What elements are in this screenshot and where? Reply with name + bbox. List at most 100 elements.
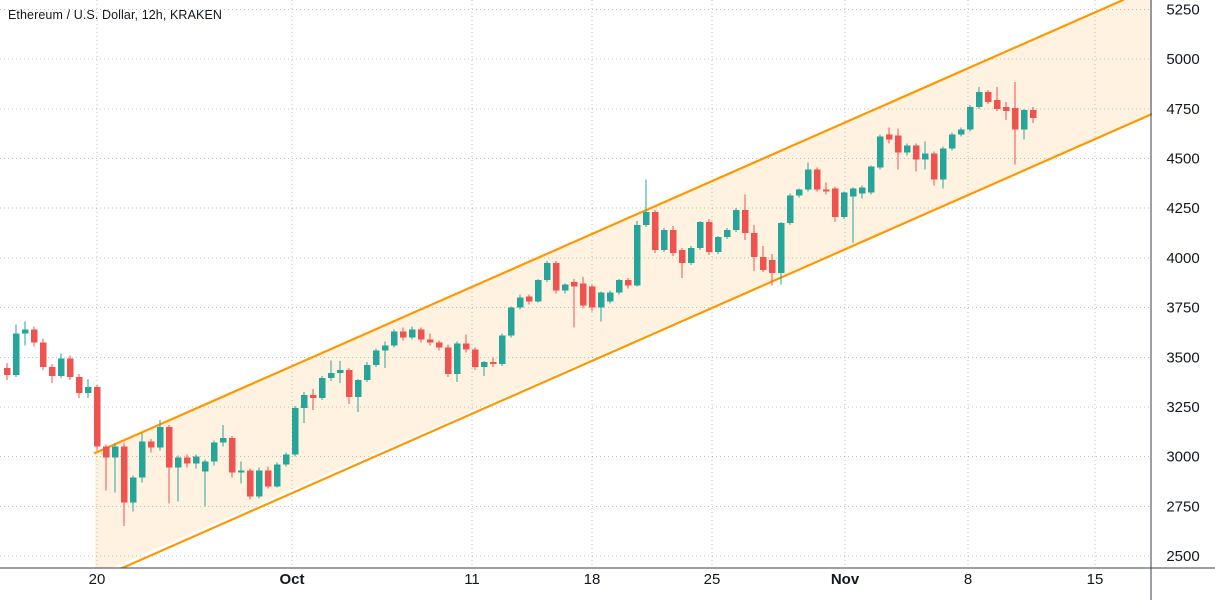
candle-down: [399, 331, 407, 338]
candle-up: [516, 297, 524, 308]
candle-down: [885, 134, 893, 140]
candle-down: [570, 281, 578, 287]
price-axis-label: 2500: [1166, 548, 1199, 565]
grid-lines: [0, 0, 1152, 568]
candle-up: [948, 134, 956, 149]
candle-down: [579, 283, 587, 306]
candle-down: [822, 189, 830, 192]
candle-up: [57, 358, 65, 377]
candle-up: [642, 212, 650, 226]
candle-wick: [384, 341, 386, 369]
price-axis-label: 2750: [1166, 498, 1199, 515]
candle-up: [156, 426, 164, 448]
price-axis-label: 3000: [1166, 449, 1199, 466]
candle-up: [138, 441, 146, 478]
candle-up: [273, 464, 281, 487]
candle-wick: [645, 179, 647, 228]
channel-lower-line[interactable]: [95, 112, 1152, 580]
symbol-legend[interactable]: Ethereum / U.S. Dollar, 12h, KRAKEN: [8, 7, 222, 24]
candle-down: [444, 347, 452, 375]
candle-down: [39, 342, 47, 368]
time-axis-label-day: 15: [1087, 571, 1104, 588]
price-axis[interactable]: 5250 5000 4750 4500 4250 4000 3750 3500 3250 3000…: [1166, 2, 1199, 565]
time-axis[interactable]: 20 Oct 11 18 25 Nov 8 15: [89, 571, 1104, 588]
candle-down: [48, 367, 56, 377]
candle-down: [66, 358, 74, 378]
candle-up: [903, 145, 911, 153]
time-axis-label-month: Oct: [279, 571, 304, 588]
candle-up: [732, 210, 740, 231]
candle-up: [786, 195, 794, 224]
candle-up: [597, 292, 605, 308]
candle-down: [912, 145, 920, 160]
candle-up: [714, 237, 722, 252]
candle-up: [111, 446, 119, 458]
candle-down: [1002, 106, 1010, 111]
candle-up: [543, 262, 551, 280]
candle-up: [255, 470, 263, 497]
candle-down: [624, 279, 632, 286]
candle-wick: [105, 444, 107, 491]
candle-down: [678, 249, 686, 263]
candle-down: [741, 210, 749, 234]
candlesticks: [3, 82, 1037, 527]
candle-up: [192, 456, 200, 464]
candle-up: [174, 457, 182, 468]
candle-wick: [330, 360, 332, 382]
candle-up: [210, 442, 218, 462]
time-axis-label-month: Nov: [831, 571, 860, 588]
parallel-channel-drawing[interactable]: [93, 0, 1152, 580]
candle-up: [921, 153, 929, 160]
price-axis-label: 3750: [1166, 300, 1199, 317]
candle-up: [300, 395, 308, 408]
candle-down: [309, 395, 317, 399]
candle-up: [975, 91, 983, 107]
candle-down: [264, 470, 272, 487]
price-axis-label: 3250: [1166, 399, 1199, 416]
candle-up: [966, 106, 974, 130]
candle-up: [876, 136, 884, 168]
candle-down: [1011, 107, 1019, 130]
candle-up: [129, 477, 137, 503]
candle-up: [291, 407, 299, 455]
candle-up: [615, 279, 623, 293]
candle-down: [750, 233, 758, 257]
candle-down: [246, 470, 254, 497]
candle-down: [102, 446, 110, 458]
candle-up: [219, 437, 227, 443]
candle-up: [318, 378, 326, 399]
channel-upper-line[interactable]: [93, 0, 1125, 455]
candle-wick: [852, 187, 854, 244]
price-axis-label: 5000: [1166, 51, 1199, 68]
price-axis-label: 4750: [1166, 101, 1199, 118]
candle-up: [201, 461, 209, 472]
time-axis-label-day: 20: [89, 571, 106, 588]
candle-up: [282, 454, 290, 465]
candle-down: [813, 169, 821, 190]
candle-up: [795, 189, 803, 196]
candle-down: [1029, 109, 1037, 118]
candle-up: [336, 370, 344, 374]
candle-up: [237, 470, 245, 473]
candle-down: [345, 370, 353, 398]
candle-wick: [312, 389, 314, 410]
candle-up: [957, 129, 965, 135]
candle-up: [381, 345, 389, 351]
candle-up: [507, 307, 515, 336]
candle-up: [804, 169, 812, 190]
candle-up: [354, 380, 362, 398]
candle-up: [660, 230, 668, 250]
candle-down: [120, 446, 128, 503]
candle-wick: [222, 424, 224, 447]
candle-down: [669, 230, 677, 253]
candle-up: [498, 335, 506, 365]
candle-down: [471, 349, 479, 368]
candle-up: [390, 331, 398, 346]
candle-up: [363, 365, 371, 381]
candle-up: [408, 329, 416, 338]
candle-down: [93, 387, 101, 447]
candle-down: [588, 286, 596, 308]
candle-up: [777, 223, 785, 273]
